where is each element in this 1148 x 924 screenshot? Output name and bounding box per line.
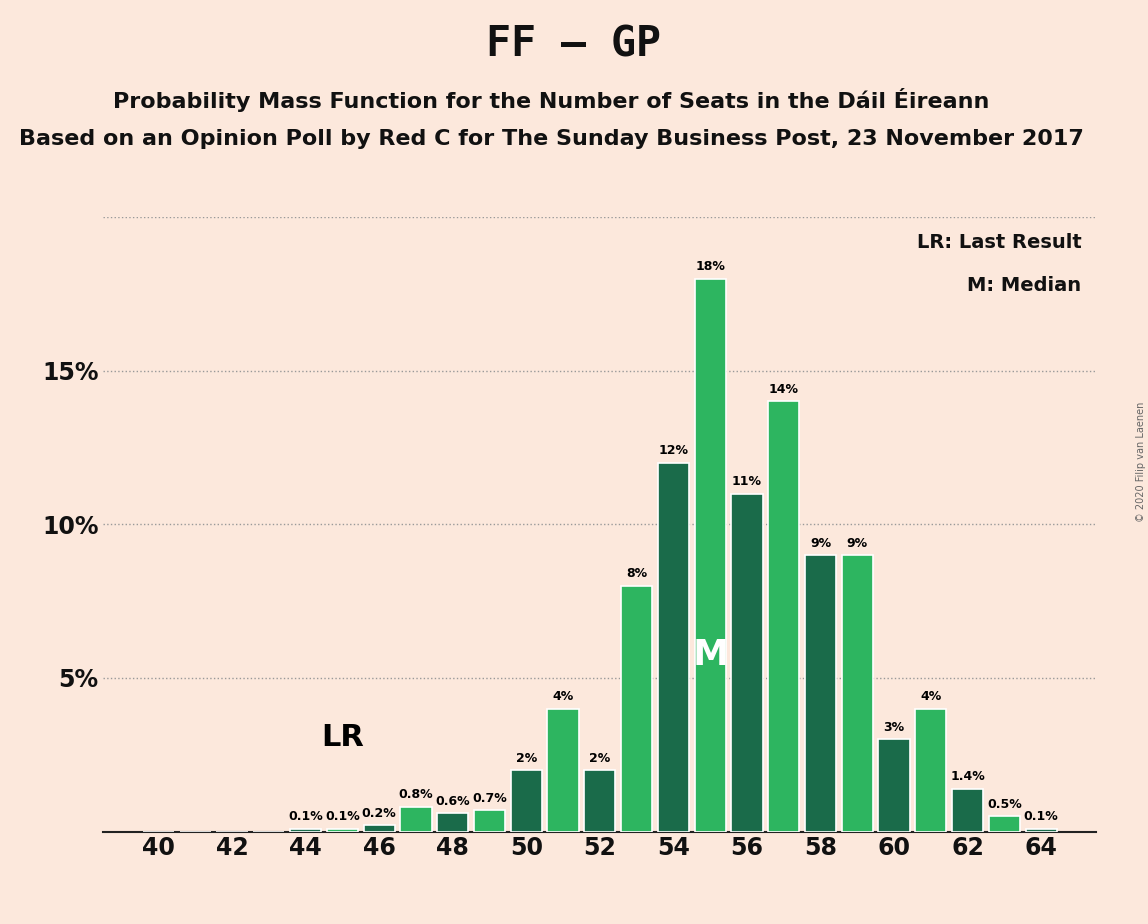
Bar [584,771,615,832]
Text: 14%: 14% [769,383,799,396]
Bar [841,555,872,832]
Text: 1.4%: 1.4% [951,770,985,783]
Text: Based on an Opinion Poll by Red C for The Sunday Business Post, 23 November 2017: Based on an Opinion Poll by Red C for Th… [18,129,1084,150]
Text: FF – GP: FF – GP [487,23,661,65]
Text: 2%: 2% [515,751,537,765]
Text: 11%: 11% [732,475,762,488]
Bar [952,788,983,832]
Text: © 2020 Filip van Laenen: © 2020 Filip van Laenen [1137,402,1146,522]
Bar [290,829,321,832]
Bar [401,807,432,832]
Text: 0.6%: 0.6% [435,795,470,808]
Text: 8%: 8% [626,567,647,580]
Text: 12%: 12% [659,444,689,457]
Text: 3%: 3% [884,721,905,734]
Text: 9%: 9% [810,537,831,550]
Bar [437,813,468,832]
Text: 0.5%: 0.5% [987,797,1022,810]
Bar [474,810,505,832]
Bar [731,493,762,832]
Text: 0.2%: 0.2% [362,807,396,820]
Bar [988,816,1021,832]
Bar [915,709,946,832]
Text: 0.8%: 0.8% [398,788,433,801]
Bar [658,463,689,832]
Text: M: M [692,638,728,672]
Text: 4%: 4% [921,690,941,703]
Text: LR: Last Result: LR: Last Result [917,233,1081,251]
Text: Probability Mass Function for the Number of Seats in the Dáil Éireann: Probability Mass Function for the Number… [113,88,990,112]
Bar [1025,829,1057,832]
Text: 9%: 9% [847,537,868,550]
Bar [805,555,836,832]
Text: M: Median: M: Median [968,275,1081,295]
Bar [327,829,358,832]
Bar [695,279,726,832]
Bar [878,739,909,832]
Bar [548,709,579,832]
Bar [511,771,542,832]
Text: 18%: 18% [696,260,726,274]
Text: 4%: 4% [552,690,574,703]
Bar [621,586,652,832]
Text: 0.1%: 0.1% [1024,810,1058,823]
Text: 0.1%: 0.1% [325,810,359,823]
Text: 0.7%: 0.7% [472,792,507,805]
Text: 0.1%: 0.1% [288,810,323,823]
Text: 2%: 2% [589,751,611,765]
Text: LR: LR [321,723,364,752]
Bar [364,825,395,832]
Bar [768,402,799,832]
